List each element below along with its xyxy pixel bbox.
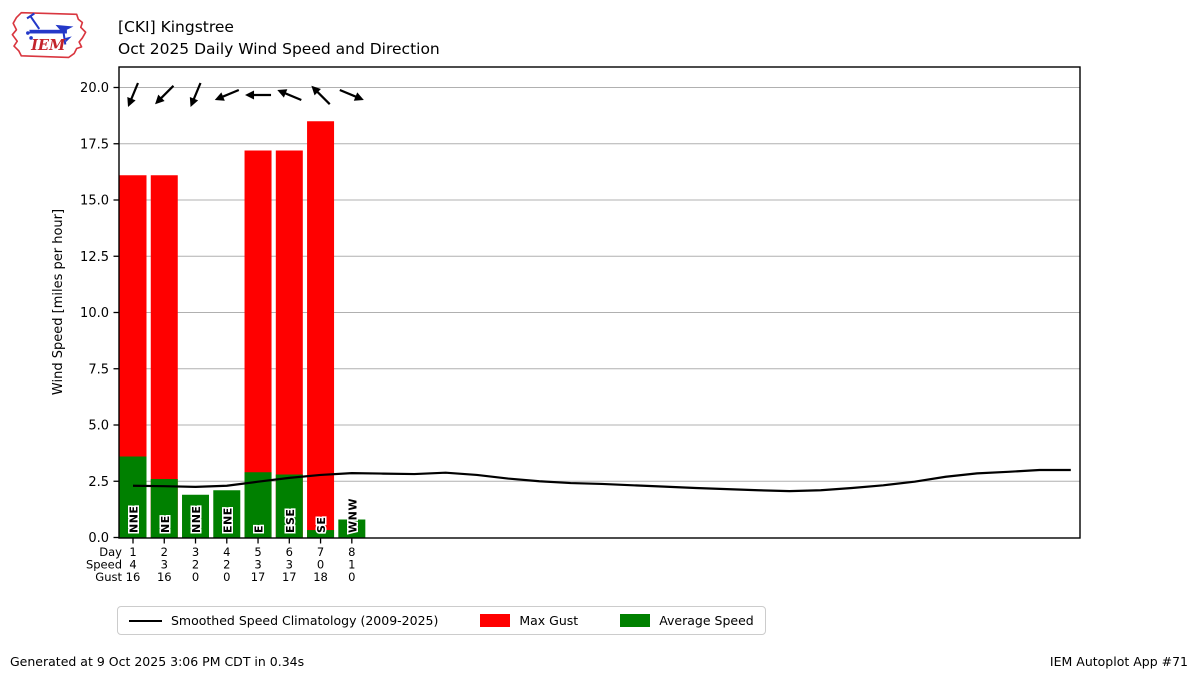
wind-arrow-shaft <box>314 89 331 105</box>
x-tick-value: 4 <box>223 545 230 559</box>
y-tick-label: 2.5 <box>88 475 109 490</box>
plot-frame <box>118 66 1081 539</box>
legend-climatology-label: Smoothed Speed Climatology (2009-2025) <box>171 613 439 628</box>
climatology-line-sample <box>129 619 162 622</box>
x-tick-value: 3 <box>254 558 261 572</box>
x-tick-value: 17 <box>251 570 266 584</box>
wind-arrow-shaft <box>219 89 240 99</box>
max-gust-bar <box>150 175 178 538</box>
y-tick-label: 5.0 <box>88 419 109 434</box>
x-tick-value: 8 <box>348 545 355 559</box>
x-row-header: Speed <box>86 558 122 572</box>
x-tick-value: 2 <box>223 558 230 572</box>
page-title: Oct 2025 Daily Wind Speed and Direction <box>118 40 440 58</box>
x-tick-value: 0 <box>317 558 324 572</box>
generated-timestamp: Generated at 9 Oct 2025 3:06 PM CDT in 0… <box>10 654 305 669</box>
wind-arrow-head <box>245 90 255 100</box>
max-gust-swatch <box>480 614 511 627</box>
wind-direction-label: ENE <box>221 507 234 533</box>
wind-arrow-shaft <box>158 85 175 101</box>
station-title: [CKI] Kingstree <box>118 18 234 36</box>
climatology-line <box>132 468 1071 493</box>
x-tick-value: 1 <box>348 558 355 572</box>
avg-speed-bar <box>275 474 303 538</box>
wind-direction-label: WNW <box>346 498 359 533</box>
x-tick-value: 3 <box>192 545 199 559</box>
wind-arrow-shaft <box>282 91 302 101</box>
average-speed-swatch <box>620 614 651 627</box>
y-tick-label: 10.0 <box>80 306 109 321</box>
title-block: [CKI] Kingstree Oct 2025 Daily Wind Spee… <box>118 16 440 60</box>
x-tick-value: 18 <box>313 570 328 584</box>
y-tick-label: 12.5 <box>80 250 109 265</box>
iem-logo-text: IEM <box>30 37 66 54</box>
x-tick-value: 0 <box>223 570 230 584</box>
x-tick-value: 5 <box>254 545 261 559</box>
legend-item-avg-speed: Average Speed <box>620 613 754 628</box>
x-tick-value: 1 <box>129 545 136 559</box>
avg-speed-bar <box>338 519 366 538</box>
wind-direction-label: NNE <box>190 506 203 533</box>
x-tick-value: 16 <box>157 570 172 584</box>
wind-direction-label: SE <box>315 517 328 533</box>
wind-arrow-head <box>277 89 288 98</box>
x-tick-value: 2 <box>192 558 199 572</box>
legend-avg-speed-label: Average Speed <box>659 613 754 628</box>
wind-arrow-shaft <box>191 82 202 102</box>
wind-direction-label: NNE <box>128 506 141 533</box>
x-tick-value: 4 <box>129 558 136 572</box>
x-tick-value: 16 <box>126 570 141 584</box>
wind-arrow-shaft <box>129 82 139 102</box>
avg-speed-bar <box>150 479 178 538</box>
x-row-header: Day <box>99 545 122 559</box>
x-tick-value: 7 <box>317 545 324 559</box>
wind-direction-label: ESE <box>284 509 297 533</box>
iowa-outline <box>11 11 87 59</box>
avg-speed-bar <box>307 530 335 538</box>
x-tick-value: 17 <box>282 570 297 584</box>
y-tick-label: 7.5 <box>88 362 109 377</box>
wind-arrow-head <box>353 92 364 101</box>
wind-chart: NNE NE NNE ENE E ESE SE WNW 0.0 2.5 5.0 7.5 10.0 12.5… <box>51 66 1081 584</box>
x-tick-value: 3 <box>286 558 293 572</box>
y-axis-label: Wind Speed [miles per hour] <box>51 209 66 395</box>
y-tick-label: 17.5 <box>80 137 109 152</box>
legend-item-climatology: Smoothed Speed Climatology (2009-2025) <box>129 613 438 628</box>
x-tick-value: 0 <box>192 570 199 584</box>
legend-item-max-gust: Max Gust <box>480 613 578 628</box>
max-gust-bar <box>307 121 335 538</box>
wind-arrow-head <box>127 96 136 108</box>
avg-speed-bar <box>182 494 210 538</box>
wind-vane-icon <box>26 12 74 45</box>
y-tick-label: 15.0 <box>80 194 109 209</box>
wind-direction-label: E <box>253 525 266 533</box>
x-tick-value: 0 <box>348 570 355 584</box>
chart-legend: Smoothed Speed Climatology (2009-2025) M… <box>117 606 766 635</box>
legend-max-gust-label: Max Gust <box>519 613 579 628</box>
wind-arrow-head <box>155 94 165 105</box>
x-tick-value: 2 <box>161 545 168 559</box>
x-tick-value: 6 <box>286 545 293 559</box>
wind-arrow-head <box>189 96 199 108</box>
max-gust-bar <box>275 150 303 538</box>
wind-arrow-shaft <box>339 89 359 99</box>
x-row-header: Gust <box>95 570 122 584</box>
app-credit: IEM Autoplot App #71 <box>1049 654 1188 669</box>
iem-logo: IEM <box>11 11 87 59</box>
y-tick-label: 0.0 <box>88 531 109 546</box>
y-tick-label: 20.0 <box>80 81 109 96</box>
avg-speed-bar <box>119 456 147 538</box>
wind-direction-label: NE <box>159 515 172 533</box>
wind-arrow-head <box>311 85 321 96</box>
x-tick-value: 3 <box>161 558 168 572</box>
wind-arrow-head <box>214 92 225 101</box>
avg-speed-bar <box>213 490 241 538</box>
